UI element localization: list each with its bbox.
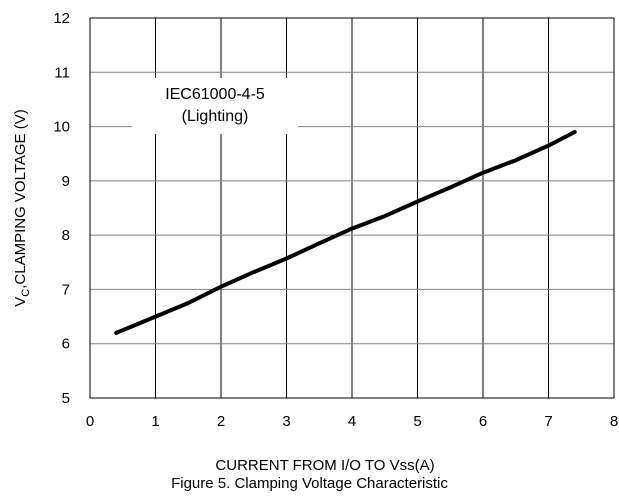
y-axis-label-rest: ,CLAMPING VOLTAGE (V): [12, 109, 29, 288]
y-axis-label: VC,CLAMPING VOLTAGE (V): [12, 109, 32, 306]
x-tick-label: 3: [282, 413, 290, 430]
x-tick-label: 6: [479, 413, 487, 430]
annotation-line-1: IEC61000-4-5: [165, 86, 265, 103]
y-tick-labels: 5 6 7 8 9 10 11 12: [53, 10, 70, 407]
y-tick-label: 5: [62, 390, 70, 407]
y-tick-label: 9: [62, 173, 70, 190]
x-tick-label: 7: [544, 413, 552, 430]
annotation-background: [132, 78, 298, 134]
y-tick-label: 6: [62, 336, 70, 353]
x-axis-label: CURRENT FROM I/O TO Vss(A): [215, 457, 434, 474]
y-tick-label: 12: [53, 10, 70, 27]
y-tick-label: 10: [53, 119, 70, 136]
x-tick-label: 4: [348, 413, 356, 430]
y-tick-label: 8: [62, 227, 70, 244]
annotation: IEC61000-4-5 (Lighting): [132, 78, 298, 134]
x-tick-label: 1: [151, 413, 159, 430]
x-tick-labels: 0 1 2 3 4 5 6 7 8: [86, 413, 618, 430]
figure-caption: Figure 5. Clamping Voltage Characteristi…: [171, 475, 448, 492]
x-tick-label: 8: [610, 413, 618, 430]
x-tick-label: 5: [413, 413, 421, 430]
x-tick-label: 0: [86, 413, 94, 430]
y-axis-label-subscript: C: [20, 289, 32, 297]
y-axis-label-main: V: [12, 297, 29, 307]
y-tick-label: 11: [54, 64, 70, 81]
grid-lines: [90, 18, 614, 398]
x-tick-label: 2: [217, 413, 225, 430]
y-tick-label: 7: [62, 281, 70, 298]
plot-frame: [89, 17, 615, 399]
annotation-line-2: (Lighting): [182, 108, 249, 125]
series-line: [114, 130, 577, 335]
